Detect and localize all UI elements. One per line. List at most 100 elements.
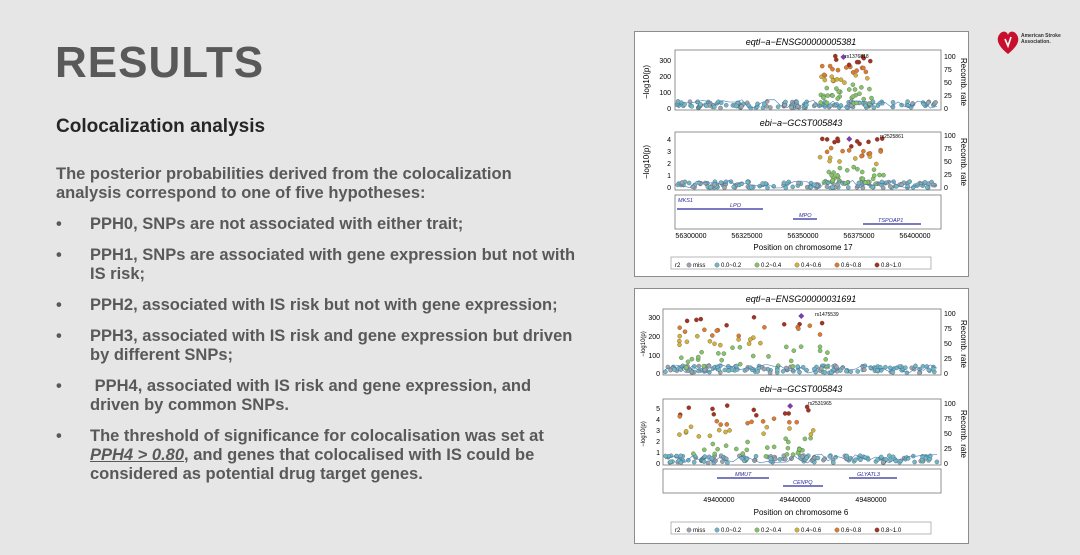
tick-label: 75: [944, 67, 952, 74]
legend-swatch: [794, 262, 800, 268]
snp-point: [858, 457, 863, 463]
snp-point: [838, 77, 844, 82]
snp-point: [863, 103, 868, 109]
snp-point: [933, 100, 938, 105]
snp-point: [790, 99, 795, 105]
snp-point: [850, 94, 856, 99]
snp-point: [768, 105, 773, 110]
legend-label: 0.4~0.6: [801, 528, 822, 534]
snp-point: [761, 366, 767, 372]
snp-point: [678, 453, 683, 459]
snp-point: [863, 69, 869, 75]
snp-point: [766, 354, 771, 359]
snp-point: [924, 364, 930, 369]
snp-point: [804, 455, 809, 460]
snp-point: [744, 366, 750, 372]
snp-point: [698, 102, 703, 107]
snp-point: [679, 180, 685, 185]
legend-box: [670, 521, 932, 535]
snp-point: [795, 364, 800, 369]
snp-point: [877, 172, 882, 178]
snp-point: [817, 154, 823, 160]
gene-label: TSPOAP1: [878, 218, 903, 224]
snp-point: [860, 176, 866, 182]
bullet-text: PPH4, associated with IS risk and gene e…: [90, 377, 536, 414]
snp-point: [861, 96, 866, 102]
snp-point: [771, 444, 777, 450]
bottom-plot-frame: [662, 398, 942, 466]
snp-point: [810, 428, 816, 433]
bullet-text: PPH1, SNPs are associated with gene expr…: [90, 246, 576, 283]
snp-point: [749, 419, 754, 425]
snp-point: [857, 91, 862, 96]
snp-point: [817, 344, 823, 350]
snp-point: [830, 185, 835, 190]
snp-point: [874, 161, 879, 167]
snp-point: [712, 341, 717, 347]
snp-point: [830, 93, 835, 98]
snp-point: [794, 419, 799, 425]
tick-label: 4: [656, 417, 660, 424]
snp-point: [677, 333, 682, 339]
snp-point: [785, 445, 791, 451]
legend-label: miss: [693, 528, 705, 534]
bottom-yaxis-label: −log10(p): [641, 421, 647, 447]
snp-point: [736, 333, 741, 339]
snp-point: [686, 405, 692, 410]
tick-label: 100: [944, 401, 956, 408]
snp-point: [684, 339, 690, 345]
snp-point: [715, 446, 720, 452]
tick-label: 49400000: [703, 497, 734, 504]
top-plot-title: eqtl−a−ENSG00000005381: [746, 37, 857, 47]
snp-point: [715, 364, 720, 370]
snp-point: [824, 149, 830, 155]
snp-point: [691, 459, 697, 465]
hypotheses-list: • PPH0, SNPs are not associated with eith…: [56, 215, 576, 496]
snp-point: [924, 185, 930, 190]
snp-point: [701, 459, 707, 464]
snp-point: [859, 153, 864, 159]
legend-label: 0.4~0.6: [801, 263, 822, 269]
snp-point: [767, 370, 773, 376]
logo-text: American Stroke Association.: [1021, 33, 1061, 45]
snp-point: [822, 370, 828, 375]
snp-point: [867, 151, 873, 156]
snp-point: [726, 368, 731, 373]
tick-label: 100: [659, 90, 671, 97]
snp-point: [711, 412, 717, 417]
snp-point: [928, 453, 933, 459]
snp-point: [871, 173, 877, 178]
legend-label: 0.6~0.8: [841, 263, 862, 269]
list-item: • PPH1, SNPs are associated with gene exp…: [56, 246, 576, 284]
snp-point: [856, 180, 862, 186]
snp-point: [730, 345, 735, 350]
snp-point: [748, 185, 754, 190]
snp-point: [677, 325, 682, 330]
tick-label: 100: [944, 311, 956, 318]
tick-label: 50: [944, 431, 952, 438]
tick-label: 75: [944, 326, 952, 333]
snp-point: [824, 100, 830, 106]
gene-label: MPO: [799, 213, 812, 219]
tick-label: 0: [656, 371, 660, 378]
snp-point: [734, 446, 739, 452]
snp-point: [829, 172, 834, 178]
snp-point: [907, 179, 912, 184]
snp-point: [755, 369, 760, 374]
top-yaxis-label: −log10(p): [641, 331, 647, 357]
snp-point: [677, 414, 683, 419]
snp-point: [822, 77, 828, 83]
tick-label: 49480000: [855, 497, 886, 504]
legend: r2 miss 0.0~0.2 0.2~0.4 0.4~0.6 0.6~0.8 0.8~1.…: [675, 527, 902, 534]
snp-point: [765, 185, 770, 191]
snp-point: [784, 344, 789, 350]
legend-swatch: [714, 527, 720, 533]
tick-label: 49440000: [779, 497, 810, 504]
tick-label: 5: [656, 406, 660, 413]
tick-label: 25: [944, 172, 952, 179]
tick-label: 75: [944, 146, 952, 153]
snp-point: [688, 424, 694, 430]
snp-point: [750, 353, 756, 359]
snp-point: [708, 185, 713, 190]
snp-point: [712, 182, 717, 187]
